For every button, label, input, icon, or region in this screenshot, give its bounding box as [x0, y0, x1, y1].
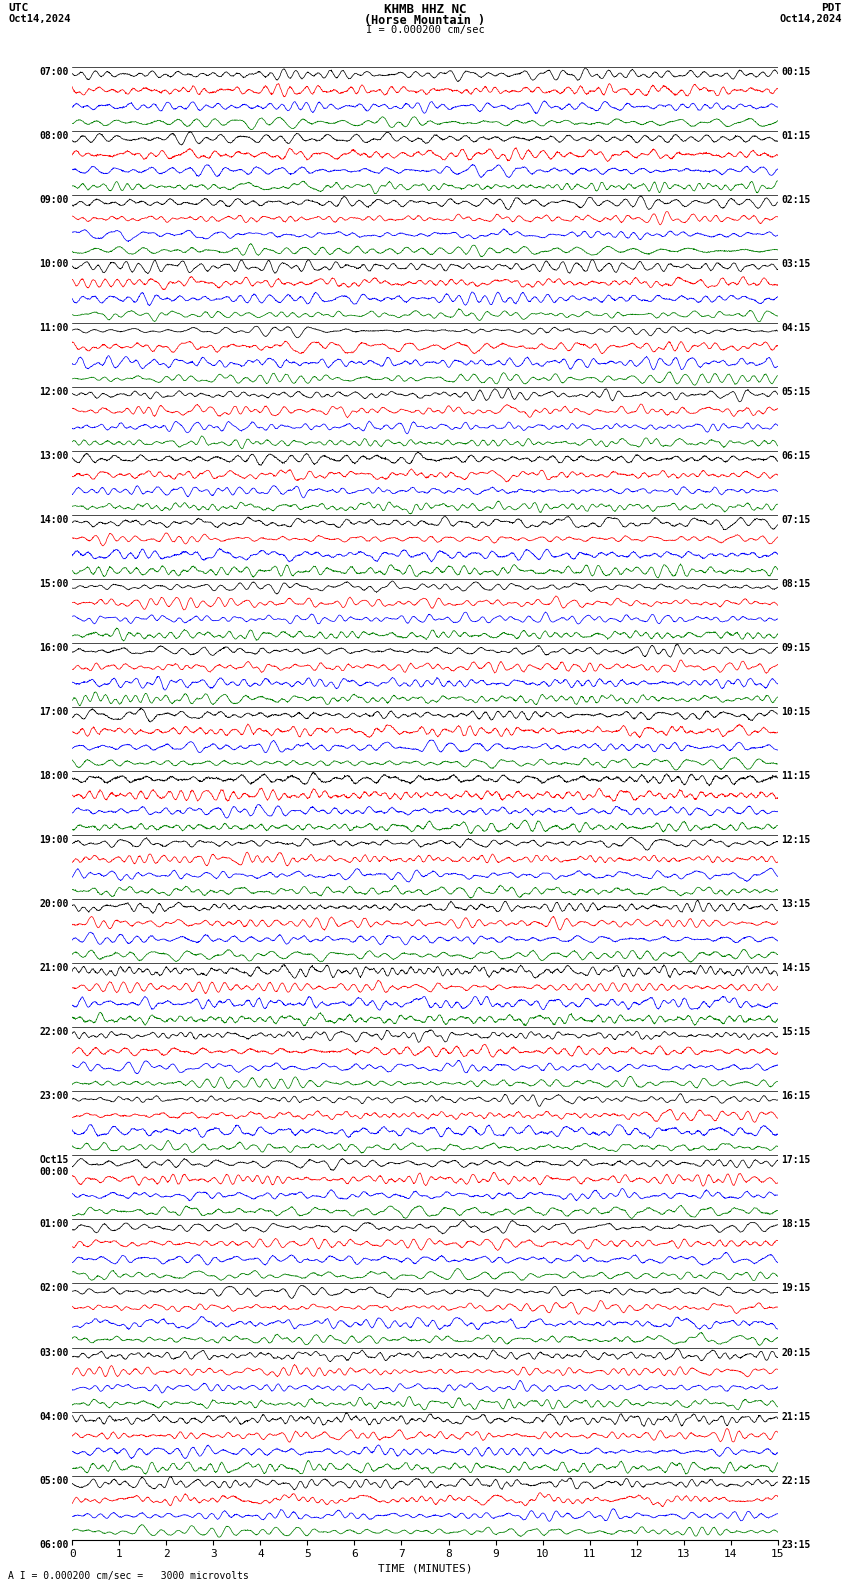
Text: I = 0.000200 cm/sec: I = 0.000200 cm/sec: [366, 25, 484, 35]
Text: 15:15: 15:15: [781, 1028, 811, 1038]
Text: 04:15: 04:15: [781, 323, 811, 333]
Text: 05:00: 05:00: [39, 1476, 69, 1486]
Text: 13:00: 13:00: [39, 451, 69, 461]
X-axis label: TIME (MINUTES): TIME (MINUTES): [377, 1563, 473, 1573]
Text: 14:00: 14:00: [39, 515, 69, 524]
Text: 03:00: 03:00: [39, 1348, 69, 1357]
Text: 17:00: 17:00: [39, 706, 69, 718]
Text: 19:15: 19:15: [781, 1283, 811, 1294]
Text: 02:00: 02:00: [39, 1283, 69, 1294]
Text: 01:15: 01:15: [781, 130, 811, 141]
Text: 01:00: 01:00: [39, 1220, 69, 1229]
Text: 05:15: 05:15: [781, 386, 811, 396]
Text: 12:15: 12:15: [781, 835, 811, 846]
Text: KHMB HHZ NC: KHMB HHZ NC: [383, 3, 467, 16]
Text: 23:15: 23:15: [781, 1540, 811, 1549]
Text: 02:15: 02:15: [781, 195, 811, 204]
Text: 21:00: 21:00: [39, 963, 69, 973]
Text: 14:15: 14:15: [781, 963, 811, 973]
Text: A I = 0.000200 cm/sec =   3000 microvolts: A I = 0.000200 cm/sec = 3000 microvolts: [8, 1571, 249, 1581]
Text: 21:15: 21:15: [781, 1411, 811, 1421]
Text: Oct14,2024: Oct14,2024: [779, 14, 842, 24]
Text: 18:15: 18:15: [781, 1220, 811, 1229]
Text: 08:15: 08:15: [781, 578, 811, 589]
Text: 09:15: 09:15: [781, 643, 811, 653]
Text: 08:00: 08:00: [39, 130, 69, 141]
Text: 11:00: 11:00: [39, 323, 69, 333]
Text: Oct15
00:00: Oct15 00:00: [39, 1155, 69, 1177]
Text: 04:00: 04:00: [39, 1411, 69, 1421]
Text: (Horse Mountain ): (Horse Mountain ): [365, 14, 485, 27]
Text: 20:00: 20:00: [39, 900, 69, 909]
Text: 07:00: 07:00: [39, 67, 69, 76]
Text: 16:15: 16:15: [781, 1091, 811, 1101]
Text: 13:15: 13:15: [781, 900, 811, 909]
Text: 09:00: 09:00: [39, 195, 69, 204]
Text: 15:00: 15:00: [39, 578, 69, 589]
Text: 06:15: 06:15: [781, 451, 811, 461]
Text: Oct14,2024: Oct14,2024: [8, 14, 71, 24]
Text: 12:00: 12:00: [39, 386, 69, 396]
Text: 19:00: 19:00: [39, 835, 69, 846]
Text: 10:15: 10:15: [781, 706, 811, 718]
Text: 16:00: 16:00: [39, 643, 69, 653]
Text: PDT: PDT: [821, 3, 842, 13]
Text: 03:15: 03:15: [781, 258, 811, 269]
Text: 17:15: 17:15: [781, 1155, 811, 1166]
Text: 11:15: 11:15: [781, 771, 811, 781]
Text: 10:00: 10:00: [39, 258, 69, 269]
Text: 00:15: 00:15: [781, 67, 811, 76]
Text: 18:00: 18:00: [39, 771, 69, 781]
Text: 22:15: 22:15: [781, 1476, 811, 1486]
Text: 20:15: 20:15: [781, 1348, 811, 1357]
Text: 22:00: 22:00: [39, 1028, 69, 1038]
Text: UTC: UTC: [8, 3, 29, 13]
Text: 06:00: 06:00: [39, 1540, 69, 1549]
Text: 23:00: 23:00: [39, 1091, 69, 1101]
Text: 07:15: 07:15: [781, 515, 811, 524]
